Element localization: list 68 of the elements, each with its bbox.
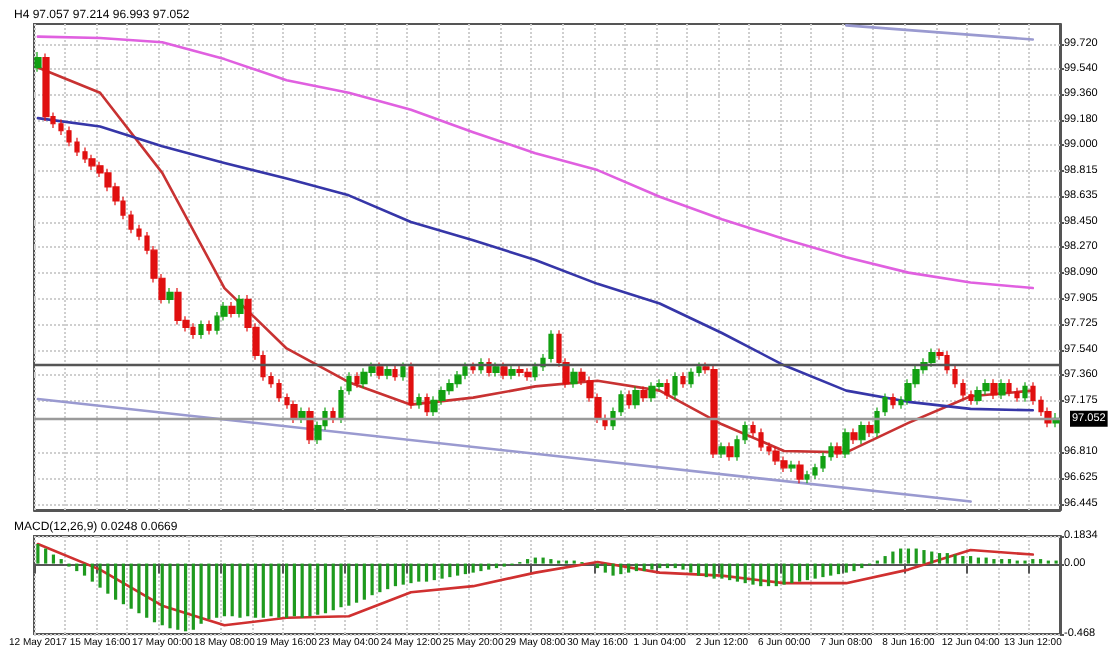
candlestick	[796, 460, 804, 484]
line-series	[36, 542, 1035, 627]
candlestick	[492, 361, 500, 378]
candlestick	[858, 420, 866, 445]
candlestick	[570, 367, 578, 389]
candlestick	[88, 154, 96, 171]
candlestick	[500, 361, 508, 380]
candlestick	[710, 364, 718, 459]
candlestick	[820, 451, 826, 473]
candlestick	[290, 399, 298, 424]
candlestick	[998, 378, 1006, 400]
candlestick	[532, 361, 538, 382]
candlestick	[34, 51, 42, 73]
candlestick	[400, 361, 406, 382]
candlestick	[928, 347, 936, 368]
candlestick	[508, 364, 516, 380]
candlestick	[758, 427, 764, 452]
candlestick	[376, 361, 384, 380]
candlestick	[626, 390, 632, 410]
candlestick	[516, 364, 524, 378]
candlestick	[842, 427, 850, 459]
candlestick	[330, 406, 336, 424]
candlestick	[632, 385, 640, 410]
candlestick	[866, 420, 874, 438]
candlestick	[174, 287, 182, 326]
candlestick	[360, 367, 368, 389]
candlestick	[974, 385, 982, 406]
candlestick	[1014, 387, 1020, 403]
candlestick	[354, 371, 360, 389]
candlestick	[672, 371, 678, 400]
candlestick	[804, 470, 810, 484]
candlestick	[772, 446, 780, 466]
candlestick	[524, 367, 532, 382]
candlestick	[726, 441, 734, 462]
line-series	[36, 35, 1035, 290]
candlestick	[276, 378, 282, 403]
candlestick	[470, 361, 476, 375]
candlestick	[416, 392, 422, 410]
candlestick	[198, 319, 204, 340]
candlestick	[548, 329, 554, 364]
candlestick	[190, 322, 196, 340]
candlestick	[640, 385, 648, 403]
candlestick	[454, 370, 462, 389]
candlestick	[408, 361, 414, 410]
candlestick	[648, 381, 656, 403]
candlestick	[1022, 381, 1028, 403]
candlestick	[462, 361, 468, 380]
candlestick	[718, 441, 726, 459]
candlestick	[236, 294, 244, 319]
candlestick	[890, 392, 896, 410]
line-series	[36, 116, 1035, 412]
candlestick	[42, 52, 50, 122]
candlestick	[206, 319, 212, 336]
candlestick	[664, 378, 670, 400]
candlestick	[392, 364, 398, 382]
line-series	[36, 66, 1035, 454]
candlestick	[834, 441, 842, 459]
candlestick	[384, 364, 392, 380]
candlestick	[306, 406, 314, 445]
candlestick	[788, 460, 796, 473]
candlestick	[680, 371, 686, 389]
candlestick	[424, 392, 430, 417]
candlestick	[688, 367, 694, 389]
candlestick	[990, 378, 998, 400]
candlestick	[228, 301, 236, 319]
candlestick	[166, 287, 174, 305]
candlestick	[850, 427, 858, 445]
candlestick	[1006, 378, 1012, 397]
